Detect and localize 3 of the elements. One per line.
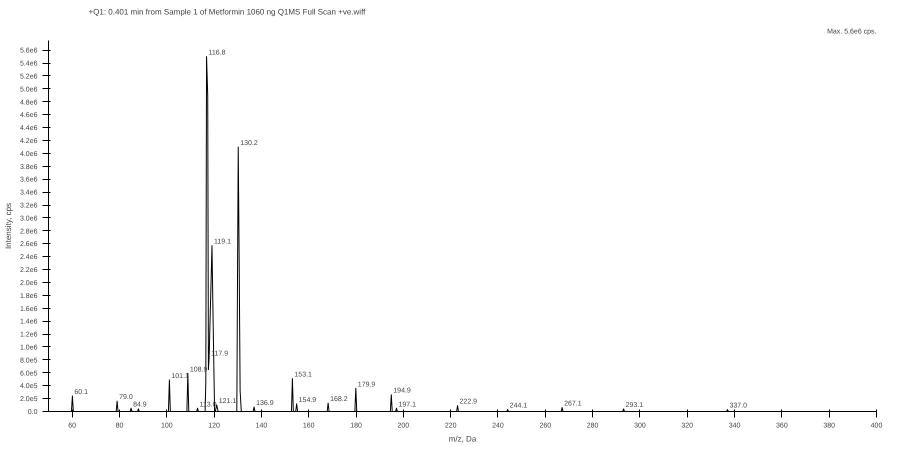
chart-title: +Q1: 0.401 min from Sample 1 of Metformin 1060 ng Q1MS Full Scan +ve.wiff bbox=[88, 8, 366, 16]
y-axis-title: Intensity, cps bbox=[4, 202, 13, 250]
x-axis-title: m/z, Da bbox=[448, 434, 477, 444]
